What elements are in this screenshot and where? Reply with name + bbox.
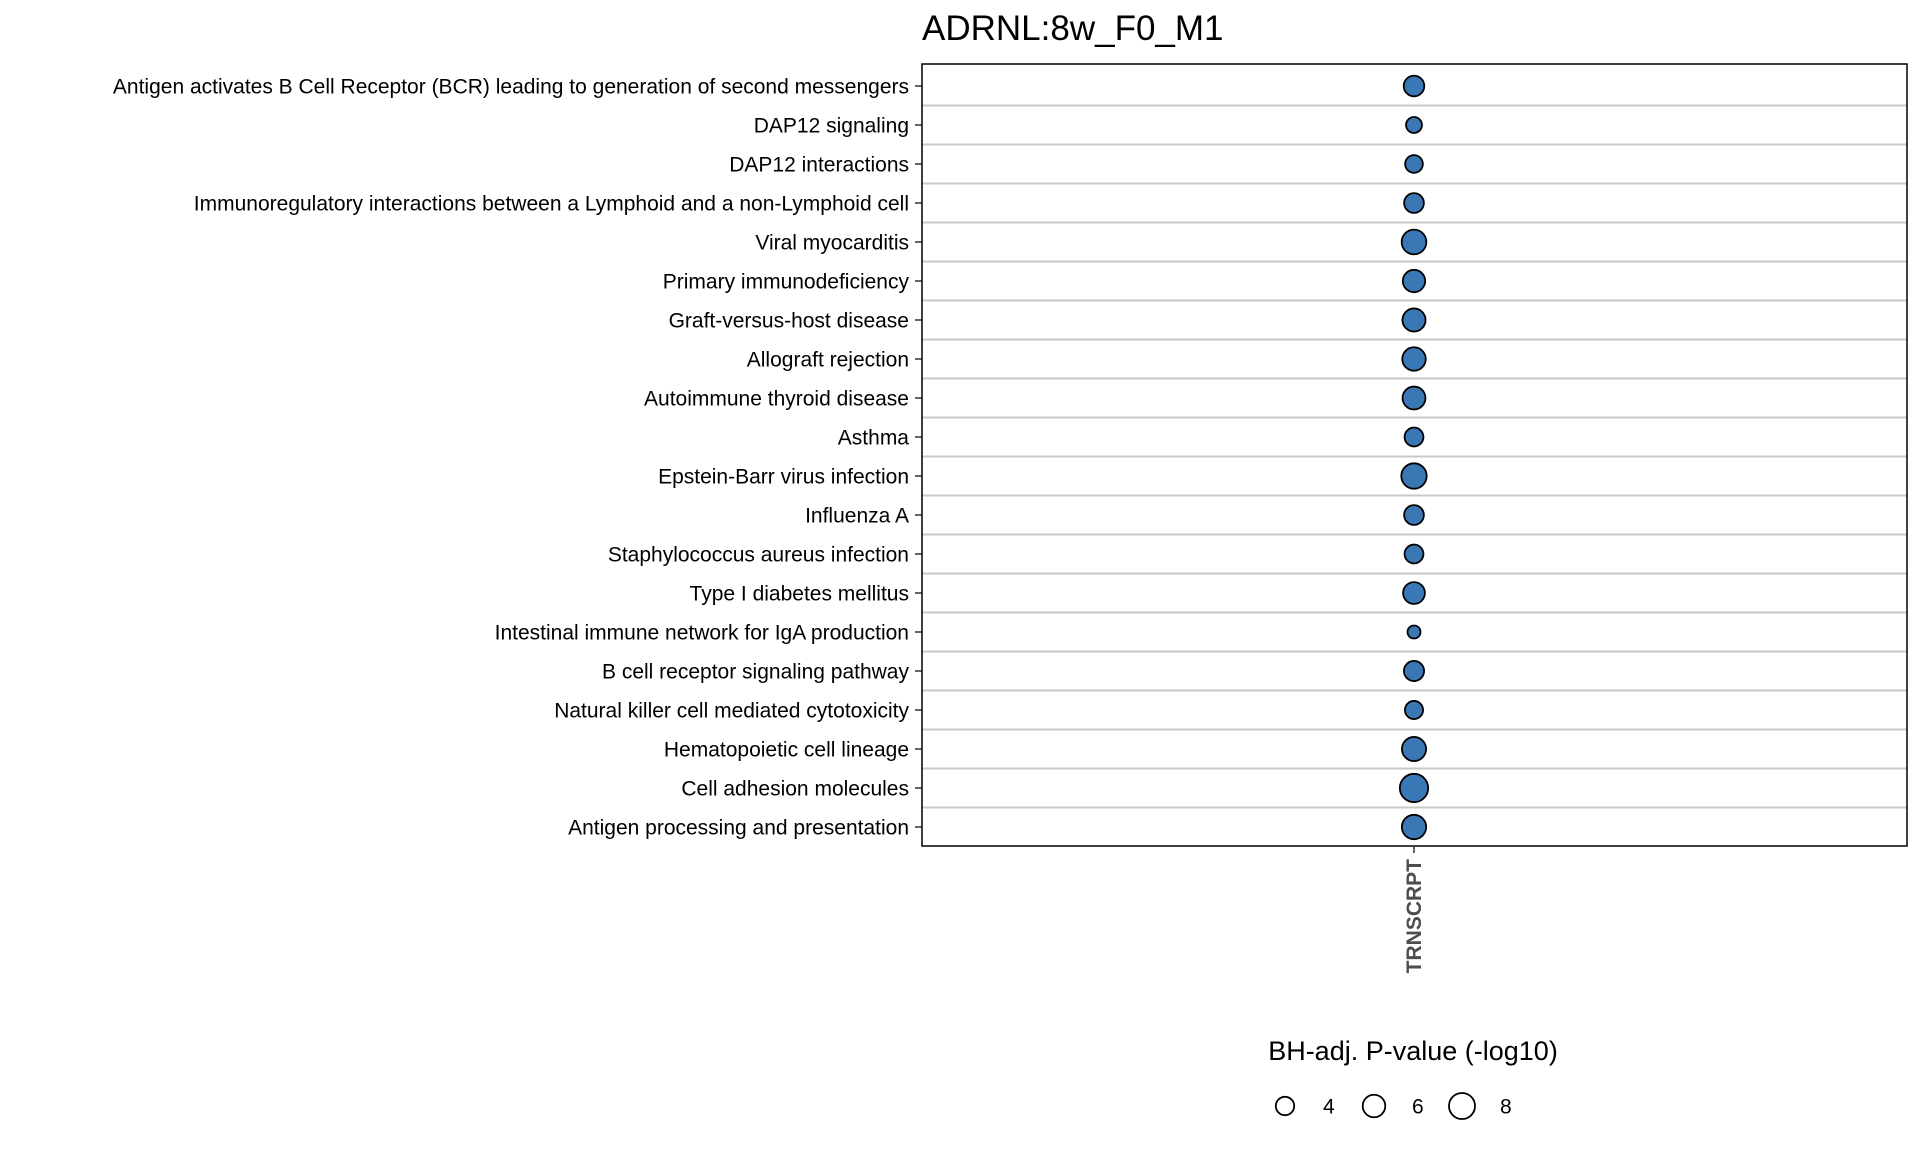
data-point (1401, 268, 1427, 294)
data-point (1398, 772, 1430, 804)
legend-title: BH-adj. P-value (-log10) (1268, 1036, 1558, 1066)
data-point (1403, 660, 1425, 682)
y-axis-tick-label: Viral myocarditis (755, 231, 909, 254)
x-axis-tick-label: TRNSCRPT (1403, 859, 1426, 974)
y-axis-tick-label: Type I diabetes mellitus (690, 582, 909, 605)
y-axis-tick-label: DAP12 signaling (754, 114, 909, 137)
y-axis-tick-label: Asthma (838, 426, 910, 449)
y-axis-tick-label: DAP12 interactions (729, 153, 909, 176)
y-axis-ticks (915, 85, 922, 828)
size-legend: 4 6 8 (1274, 1092, 1512, 1120)
y-axis-tick-label: Influenza A (805, 504, 909, 527)
data-point (1403, 426, 1425, 448)
y-axis-tick-label: Graft-versus-host disease (669, 309, 909, 332)
data-point (1405, 116, 1423, 134)
data-point (1401, 346, 1427, 372)
data-points (1398, 74, 1430, 841)
y-axis-tick-label: Allograft rejection (747, 348, 909, 371)
legend-key-label: 4 (1323, 1095, 1335, 1118)
data-point (1400, 228, 1428, 256)
y-axis-tick-label: Cell adhesion molecules (681, 777, 909, 800)
data-point (1400, 813, 1428, 841)
legend-key-circle (1448, 1092, 1476, 1120)
y-axis-tick-label: Natural killer cell mediated cytotoxicit… (554, 699, 909, 722)
legend-key-label: 8 (1500, 1095, 1512, 1118)
y-axis-labels: Antigen activates B Cell Receptor (BCR) … (113, 75, 910, 839)
data-point (1403, 192, 1425, 214)
y-axis-tick-label: Primary immunodeficiency (663, 270, 910, 293)
y-axis-tick-label: Hematopoietic cell lineage (664, 738, 909, 761)
legend-key-circle (1274, 1095, 1296, 1117)
data-point (1404, 154, 1424, 174)
data-point (1404, 700, 1424, 720)
y-axis-tick-label: Staphylococcus aureus infection (608, 543, 909, 566)
legend-key-label: 6 (1412, 1095, 1424, 1118)
y-axis-tick-label: Immunoregulatory interactions between a … (194, 192, 909, 215)
y-axis-tick-label: Autoimmune thyroid disease (644, 387, 909, 410)
data-point (1401, 736, 1427, 762)
data-point (1401, 385, 1427, 411)
y-axis-tick-label: Intestinal immune network for IgA produc… (495, 621, 909, 644)
grid-lines (922, 104, 1907, 809)
legend-key-circle (1361, 1093, 1387, 1119)
data-point (1402, 581, 1426, 605)
chart-title: ADRNL:8w_F0_M1 (922, 9, 1224, 48)
data-point (1403, 543, 1425, 565)
data-point (1402, 74, 1426, 98)
data-point (1400, 462, 1428, 490)
y-axis-tick-label: Antigen processing and presentation (568, 816, 909, 839)
data-point (1403, 504, 1425, 526)
y-axis-tick-label: Epstein-Barr virus infection (658, 465, 909, 488)
data-point (1401, 307, 1427, 333)
data-point (1406, 624, 1422, 640)
y-axis-tick-label: B cell receptor signaling pathway (602, 660, 910, 683)
y-axis-tick-label: Antigen activates B Cell Receptor (BCR) … (113, 75, 909, 98)
